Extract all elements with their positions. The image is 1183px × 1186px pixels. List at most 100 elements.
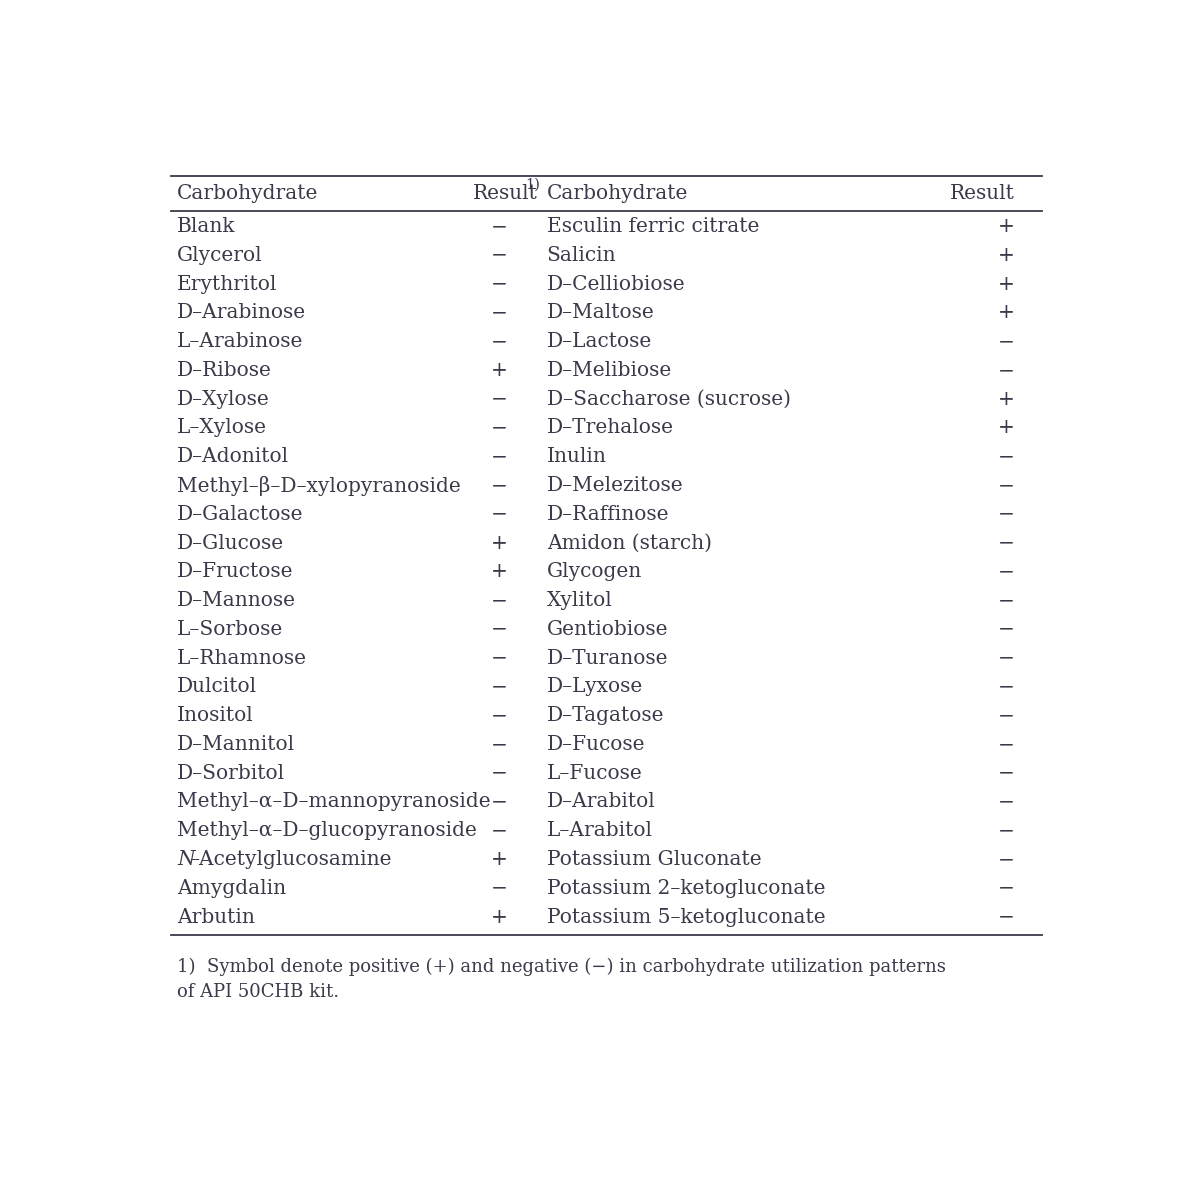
Text: −: − (491, 706, 508, 725)
Text: Erythritol: Erythritol (177, 275, 278, 294)
Text: −: − (491, 649, 508, 668)
Text: −: − (997, 332, 1014, 351)
Text: −: − (491, 217, 508, 236)
Text: −: − (491, 735, 508, 754)
Text: +: + (997, 217, 1014, 236)
Text: D–Arabinose: D–Arabinose (177, 304, 306, 323)
Text: D–Lyxose: D–Lyxose (547, 677, 642, 696)
Text: Glycogen: Glycogen (547, 562, 642, 581)
Text: L–Xylose: L–Xylose (177, 419, 267, 438)
Text: L–Sorbose: L–Sorbose (177, 620, 284, 639)
Text: −: − (997, 534, 1014, 553)
Text: −: − (491, 620, 508, 639)
Text: −: − (491, 505, 508, 524)
Text: D–Sorbitol: D–Sorbitol (177, 764, 285, 783)
Text: −: − (997, 591, 1014, 610)
Text: Esculin ferric citrate: Esculin ferric citrate (547, 217, 759, 236)
Text: −: − (997, 821, 1014, 840)
Text: −: − (997, 562, 1014, 581)
Text: Result: Result (950, 184, 1014, 203)
Text: 1)  Symbol denote positive (+) and negative (−) in carbohydrate utilization patt: 1) Symbol denote positive (+) and negati… (177, 957, 946, 976)
Text: −: − (997, 476, 1014, 495)
Text: +: + (491, 361, 508, 380)
Text: D–Arabitol: D–Arabitol (547, 792, 655, 811)
Text: D–Mannose: D–Mannose (177, 591, 296, 610)
Text: D–Glucose: D–Glucose (177, 534, 284, 553)
Text: −: − (997, 447, 1014, 466)
Text: −: − (491, 792, 508, 811)
Text: Carbohydrate: Carbohydrate (547, 184, 689, 203)
Text: +: + (997, 304, 1014, 323)
Text: Potassium Gluconate: Potassium Gluconate (547, 850, 762, 869)
Text: −: − (997, 735, 1014, 754)
Text: D–Raffinose: D–Raffinose (547, 505, 670, 524)
Text: Gentiobiose: Gentiobiose (547, 620, 668, 639)
Text: −: − (997, 505, 1014, 524)
Text: −: − (491, 821, 508, 840)
Text: +: + (491, 907, 508, 926)
Text: D–Fucose: D–Fucose (547, 735, 645, 754)
Text: Arbutin: Arbutin (177, 907, 256, 926)
Text: D–Xylose: D–Xylose (177, 390, 270, 409)
Text: D–Celliobiose: D–Celliobiose (547, 275, 685, 294)
Text: D–Galactose: D–Galactose (177, 505, 304, 524)
Text: −: − (997, 850, 1014, 869)
Text: −: − (997, 620, 1014, 639)
Text: L–Fucose: L–Fucose (547, 764, 642, 783)
Text: D–Melibiose: D–Melibiose (547, 361, 672, 380)
Text: D–Trehalose: D–Trehalose (547, 419, 673, 438)
Text: −: − (491, 390, 508, 409)
Text: −: − (491, 304, 508, 323)
Text: Xylitol: Xylitol (547, 591, 613, 610)
Text: D–Melezitose: D–Melezitose (547, 476, 684, 495)
Text: +: + (997, 246, 1014, 264)
Text: +: + (491, 534, 508, 553)
Text: L–Rhamnose: L–Rhamnose (177, 649, 308, 668)
Text: −: − (491, 677, 508, 696)
Text: Dulcitol: Dulcitol (177, 677, 258, 696)
Text: +: + (997, 390, 1014, 409)
Text: D–Maltose: D–Maltose (547, 304, 654, 323)
Text: −: − (491, 879, 508, 898)
Text: L–Arabitol: L–Arabitol (547, 821, 653, 840)
Text: −: − (997, 706, 1014, 725)
Text: Amygdalin: Amygdalin (177, 879, 286, 898)
Text: +: + (491, 850, 508, 869)
Text: Potassium 5–ketogluconate: Potassium 5–ketogluconate (547, 907, 826, 926)
Text: −: − (997, 361, 1014, 380)
Text: D–Saccharose (sucrose): D–Saccharose (sucrose) (547, 390, 790, 409)
Text: Inositol: Inositol (177, 706, 254, 725)
Text: D–Adonitol: D–Adonitol (177, 447, 290, 466)
Text: −: − (997, 677, 1014, 696)
Text: Result: Result (473, 184, 538, 203)
Text: Amidon (starch): Amidon (starch) (547, 534, 712, 553)
Text: −: − (997, 649, 1014, 668)
Text: +: + (491, 562, 508, 581)
Text: +: + (997, 275, 1014, 294)
Text: −: − (491, 764, 508, 783)
Text: Blank: Blank (177, 217, 235, 236)
Text: −: − (997, 792, 1014, 811)
Text: −: − (491, 419, 508, 438)
Text: Glycerol: Glycerol (177, 246, 263, 264)
Text: −: − (491, 332, 508, 351)
Text: D–Ribose: D–Ribose (177, 361, 272, 380)
Text: D–Fructose: D–Fructose (177, 562, 293, 581)
Text: N: N (177, 850, 195, 869)
Text: −: − (997, 764, 1014, 783)
Text: −: − (491, 476, 508, 495)
Text: +: + (997, 419, 1014, 438)
Text: −: − (491, 275, 508, 294)
Text: 1): 1) (525, 178, 541, 191)
Text: Methyl–α–D–mannopyranoside: Methyl–α–D–mannopyranoside (177, 792, 491, 811)
Text: D–Tagatose: D–Tagatose (547, 706, 664, 725)
Text: Salicin: Salicin (547, 246, 616, 264)
Text: D–Mannitol: D–Mannitol (177, 735, 296, 754)
Text: Methyl–β–D–xylopyranoside: Methyl–β–D–xylopyranoside (177, 476, 461, 496)
Text: −: − (997, 879, 1014, 898)
Text: −: − (491, 591, 508, 610)
Text: Inulin: Inulin (547, 447, 607, 466)
Text: –Acetylglucosamine: –Acetylglucosamine (189, 850, 392, 869)
Text: −: − (997, 907, 1014, 926)
Text: −: − (491, 447, 508, 466)
